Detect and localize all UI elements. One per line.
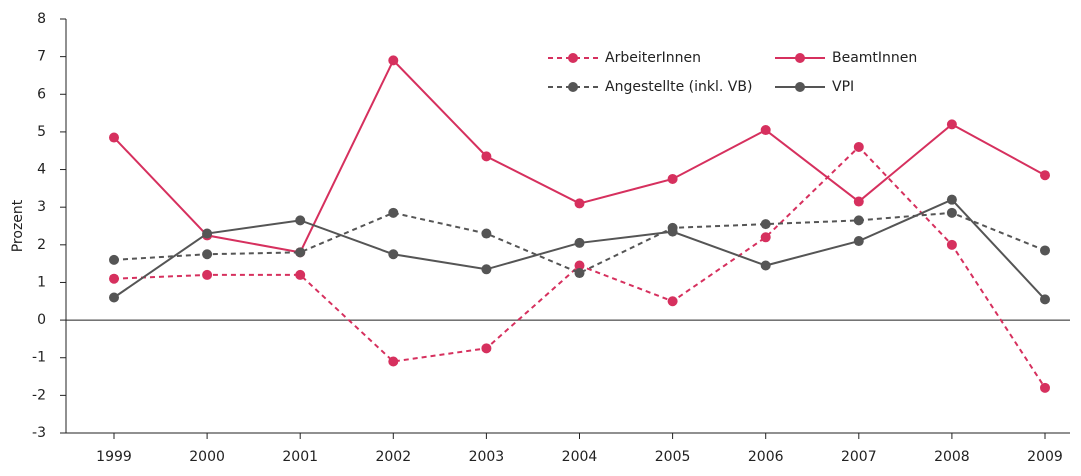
- legend-marker: [568, 53, 578, 63]
- point: [853, 141, 864, 152]
- x-tick-label: 2004: [562, 449, 598, 465]
- legend-marker: [795, 82, 805, 92]
- y-tick-label: -3: [32, 425, 46, 441]
- y-tick-label: -2: [32, 387, 46, 403]
- point: [946, 194, 957, 205]
- legend-marker: [568, 82, 578, 92]
- legend-label: VPI: [832, 79, 854, 95]
- point: [202, 269, 213, 280]
- point: [946, 119, 957, 130]
- point: [574, 198, 585, 209]
- point: [388, 249, 399, 260]
- line: [113, 198, 1046, 301]
- point: [946, 207, 957, 218]
- x-tick-label: 2003: [469, 449, 505, 465]
- y-tick-label: 4: [37, 162, 46, 178]
- x-tick-label: 2008: [934, 449, 970, 465]
- point: [202, 228, 213, 239]
- y-tick-label: 8: [37, 11, 46, 27]
- point: [481, 151, 492, 162]
- point: [574, 268, 585, 279]
- point: [760, 232, 771, 243]
- point: [109, 273, 119, 284]
- point: [1040, 294, 1050, 305]
- x-tick-label: 2007: [841, 449, 877, 465]
- point: [295, 247, 306, 258]
- x-tick-label: 1999: [96, 449, 132, 465]
- legend-marker: [795, 53, 805, 63]
- y-tick-label: 3: [37, 199, 46, 215]
- y-tick-label: -1: [32, 350, 46, 366]
- point: [760, 260, 771, 271]
- y-tick-label: 7: [37, 49, 46, 65]
- y-tick-label: 2: [37, 237, 46, 253]
- y-tick-label: 6: [37, 86, 46, 102]
- x-tick-label: 2001: [282, 449, 318, 465]
- line: [113, 211, 1046, 275]
- legend-label: ArbeiterInnen: [605, 50, 701, 66]
- point: [295, 269, 306, 280]
- y-axis-label: Prozent: [10, 199, 26, 252]
- point: [109, 292, 119, 303]
- point: [481, 228, 492, 239]
- point: [1040, 170, 1050, 181]
- point: [946, 239, 957, 250]
- point: [1040, 382, 1050, 393]
- point: [1040, 245, 1050, 256]
- x-tick-label: 2002: [375, 449, 411, 465]
- point: [388, 55, 399, 66]
- point: [481, 264, 492, 275]
- point: [667, 296, 678, 307]
- x-tick-label: 2009: [1027, 449, 1063, 465]
- point: [574, 260, 585, 271]
- legend-label: Angestellte (inkl. VB): [605, 79, 752, 95]
- x-tick-label: 2000: [189, 449, 225, 465]
- point: [388, 207, 399, 218]
- point: [388, 356, 399, 367]
- point: [295, 215, 306, 226]
- point: [853, 215, 864, 226]
- point: [481, 343, 492, 354]
- y-tick-label: 0: [37, 312, 46, 328]
- point: [667, 226, 678, 237]
- point: [667, 173, 678, 184]
- line: [113, 58, 1046, 254]
- point: [202, 249, 213, 260]
- y-tick-label: 1: [37, 274, 46, 290]
- point: [574, 237, 585, 248]
- point: [853, 196, 864, 207]
- legend-label: BeamtInnen: [832, 50, 917, 66]
- x-tick-label: 2006: [748, 449, 784, 465]
- point: [109, 132, 119, 143]
- point: [760, 125, 771, 136]
- point: [109, 254, 119, 265]
- point: [853, 236, 864, 247]
- point: [760, 219, 771, 230]
- x-tick-label: 2005: [655, 449, 691, 465]
- y-tick-label: 5: [37, 124, 46, 140]
